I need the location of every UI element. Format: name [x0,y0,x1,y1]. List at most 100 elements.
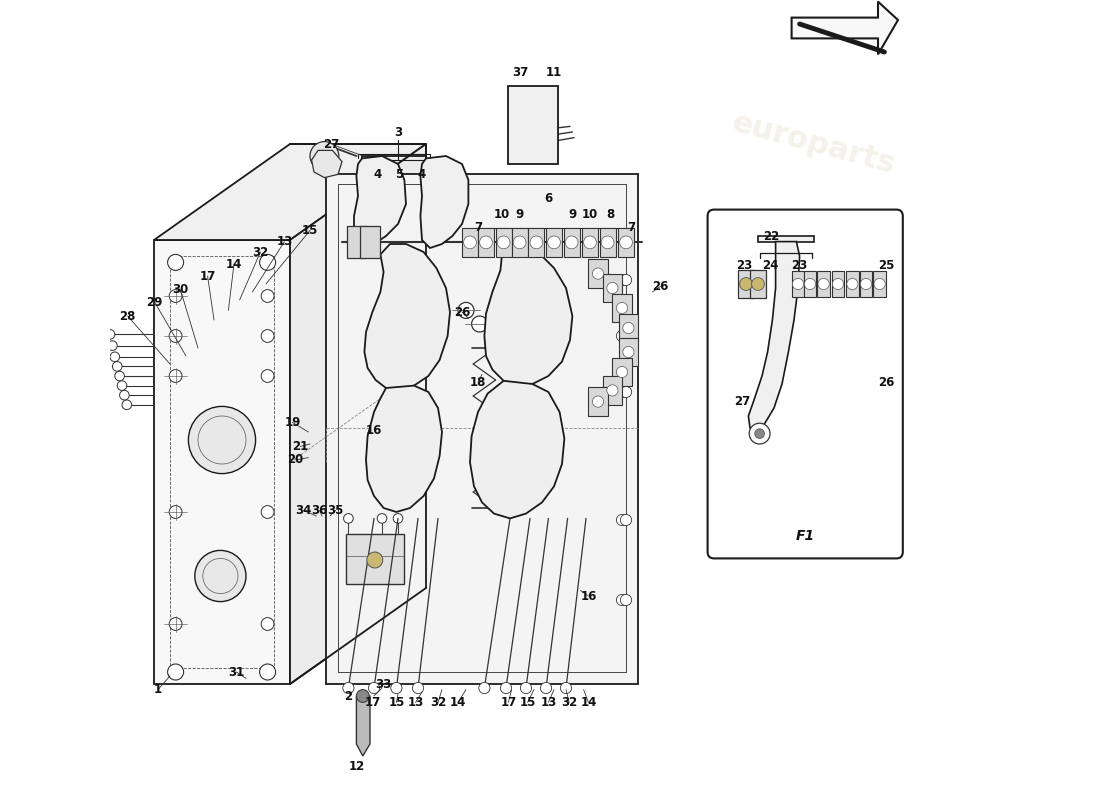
Polygon shape [420,156,469,248]
Text: 7: 7 [627,222,636,234]
Circle shape [110,352,120,362]
Text: 23: 23 [792,259,807,272]
Circle shape [593,396,604,407]
Text: 26: 26 [652,280,669,293]
Polygon shape [462,228,478,257]
Circle shape [261,506,274,518]
Circle shape [118,381,127,390]
Text: 3: 3 [394,126,403,138]
Text: 28: 28 [120,310,135,322]
Polygon shape [758,236,814,242]
Circle shape [616,274,628,286]
Circle shape [458,302,474,318]
Polygon shape [512,228,528,257]
Text: 27: 27 [734,395,750,408]
Circle shape [792,278,804,290]
Circle shape [463,236,476,249]
Circle shape [122,400,132,410]
Circle shape [390,682,402,694]
Polygon shape [154,240,290,684]
Text: 26: 26 [454,306,470,318]
Text: 11: 11 [546,66,562,78]
Circle shape [860,278,871,290]
Circle shape [623,346,634,358]
Circle shape [616,366,628,378]
FancyBboxPatch shape [707,210,903,558]
Circle shape [616,302,628,314]
Circle shape [169,618,182,630]
Polygon shape [619,338,638,366]
Polygon shape [366,386,442,512]
Text: 18: 18 [470,376,486,389]
Text: 16: 16 [580,590,596,602]
Text: 31: 31 [229,666,244,678]
Circle shape [480,236,493,249]
Polygon shape [484,244,572,386]
Circle shape [620,514,631,526]
Text: 14: 14 [450,696,466,709]
Circle shape [260,664,276,680]
Polygon shape [546,228,562,257]
Circle shape [607,385,618,396]
Polygon shape [588,387,607,416]
Text: 29: 29 [146,296,163,309]
Circle shape [356,690,370,702]
Circle shape [565,236,578,249]
Circle shape [755,429,764,438]
Text: 13: 13 [276,235,293,248]
Circle shape [847,278,858,290]
Bar [346,534,404,584]
Circle shape [620,594,631,606]
Circle shape [623,322,634,334]
Text: 7: 7 [474,222,482,234]
Text: 27: 27 [322,138,339,150]
Circle shape [751,278,764,290]
Circle shape [343,682,354,694]
Text: 19: 19 [284,416,300,429]
Circle shape [195,550,246,602]
Circle shape [497,236,510,249]
Polygon shape [354,156,406,248]
Circle shape [260,254,276,270]
Circle shape [593,268,604,279]
Circle shape [366,552,383,568]
Polygon shape [846,271,859,297]
Polygon shape [792,271,804,297]
Polygon shape [603,376,622,405]
Circle shape [261,330,274,342]
Circle shape [560,682,572,694]
Text: 26: 26 [878,376,894,389]
Circle shape [169,370,182,382]
Polygon shape [804,271,816,297]
Text: 23: 23 [736,259,752,272]
Circle shape [261,618,274,630]
Polygon shape [873,271,886,297]
Text: 10: 10 [494,208,510,221]
Polygon shape [478,228,494,257]
Circle shape [616,386,628,398]
Polygon shape [600,228,616,257]
Text: 10: 10 [582,208,598,221]
Circle shape [478,682,490,694]
Polygon shape [618,228,634,257]
Text: 17: 17 [199,270,216,282]
Circle shape [620,386,631,398]
Bar [538,118,556,152]
Text: a passion for
parts since 1985: a passion for parts since 1985 [318,428,509,564]
Polygon shape [528,228,544,257]
Polygon shape [832,271,845,297]
Polygon shape [326,174,638,684]
Text: 24: 24 [762,259,779,272]
Circle shape [106,330,114,339]
Circle shape [620,330,631,342]
Text: 30: 30 [173,283,188,296]
Polygon shape [613,294,631,322]
Text: 32: 32 [561,696,578,709]
Circle shape [804,278,815,290]
Text: 6: 6 [544,192,552,205]
Polygon shape [496,228,512,257]
Text: 17: 17 [364,696,381,709]
Circle shape [548,236,560,249]
Circle shape [530,236,542,249]
Polygon shape [817,271,830,297]
